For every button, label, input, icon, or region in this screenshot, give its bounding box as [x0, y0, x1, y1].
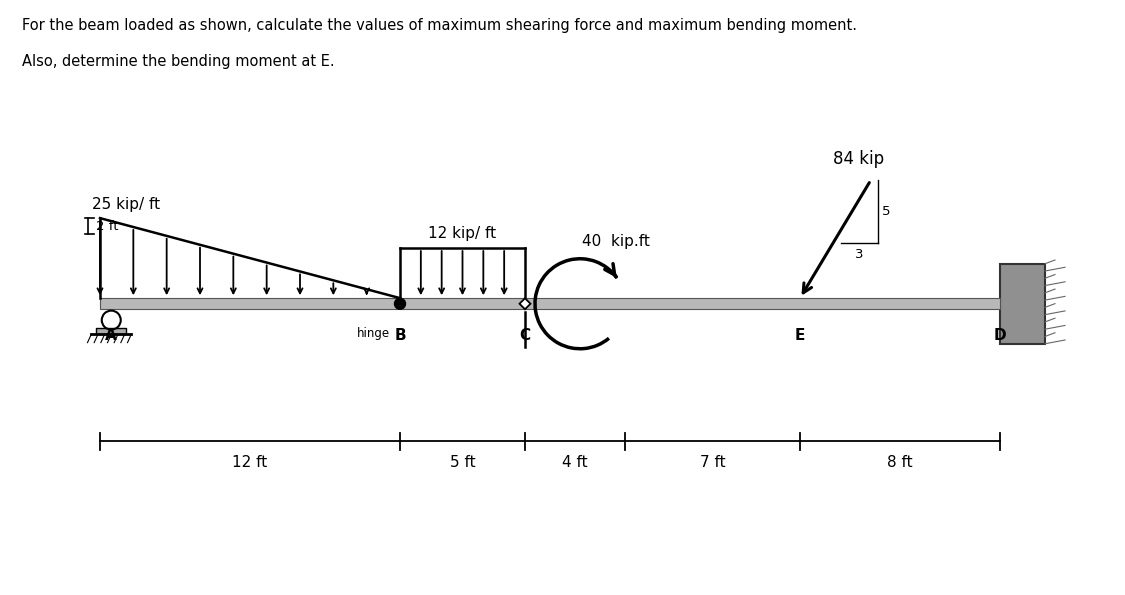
Text: D: D [993, 328, 1007, 343]
Text: 4 ft: 4 ft [562, 455, 588, 470]
Text: 40  kip.ft: 40 kip.ft [583, 234, 650, 249]
Text: 12 ft: 12 ft [233, 455, 268, 470]
Text: C: C [520, 328, 531, 343]
Text: For the beam loaded as shown, calculate the values of maximum shearing force and: For the beam loaded as shown, calculate … [22, 18, 857, 33]
Text: A: A [106, 328, 117, 343]
Text: 84 kip: 84 kip [832, 150, 884, 168]
Text: 12 kip/ ft: 12 kip/ ft [429, 226, 496, 240]
Text: 25 kip/ ft: 25 kip/ ft [92, 197, 161, 212]
Text: 5 ft: 5 ft [450, 455, 476, 470]
Text: E: E [794, 328, 806, 343]
Text: hinge: hinge [358, 327, 390, 340]
Text: 7 ft: 7 ft [700, 455, 726, 470]
Text: 8 ft: 8 ft [888, 455, 912, 470]
Text: B: B [394, 328, 406, 343]
Circle shape [395, 298, 405, 309]
Text: Also, determine the bending moment at E.: Also, determine the bending moment at E. [22, 54, 335, 68]
Polygon shape [520, 298, 531, 309]
Text: 3: 3 [855, 248, 864, 261]
FancyBboxPatch shape [1000, 264, 1045, 344]
FancyBboxPatch shape [100, 298, 1000, 309]
Text: 5: 5 [882, 205, 891, 218]
Text: 2 ft: 2 ft [97, 220, 119, 233]
